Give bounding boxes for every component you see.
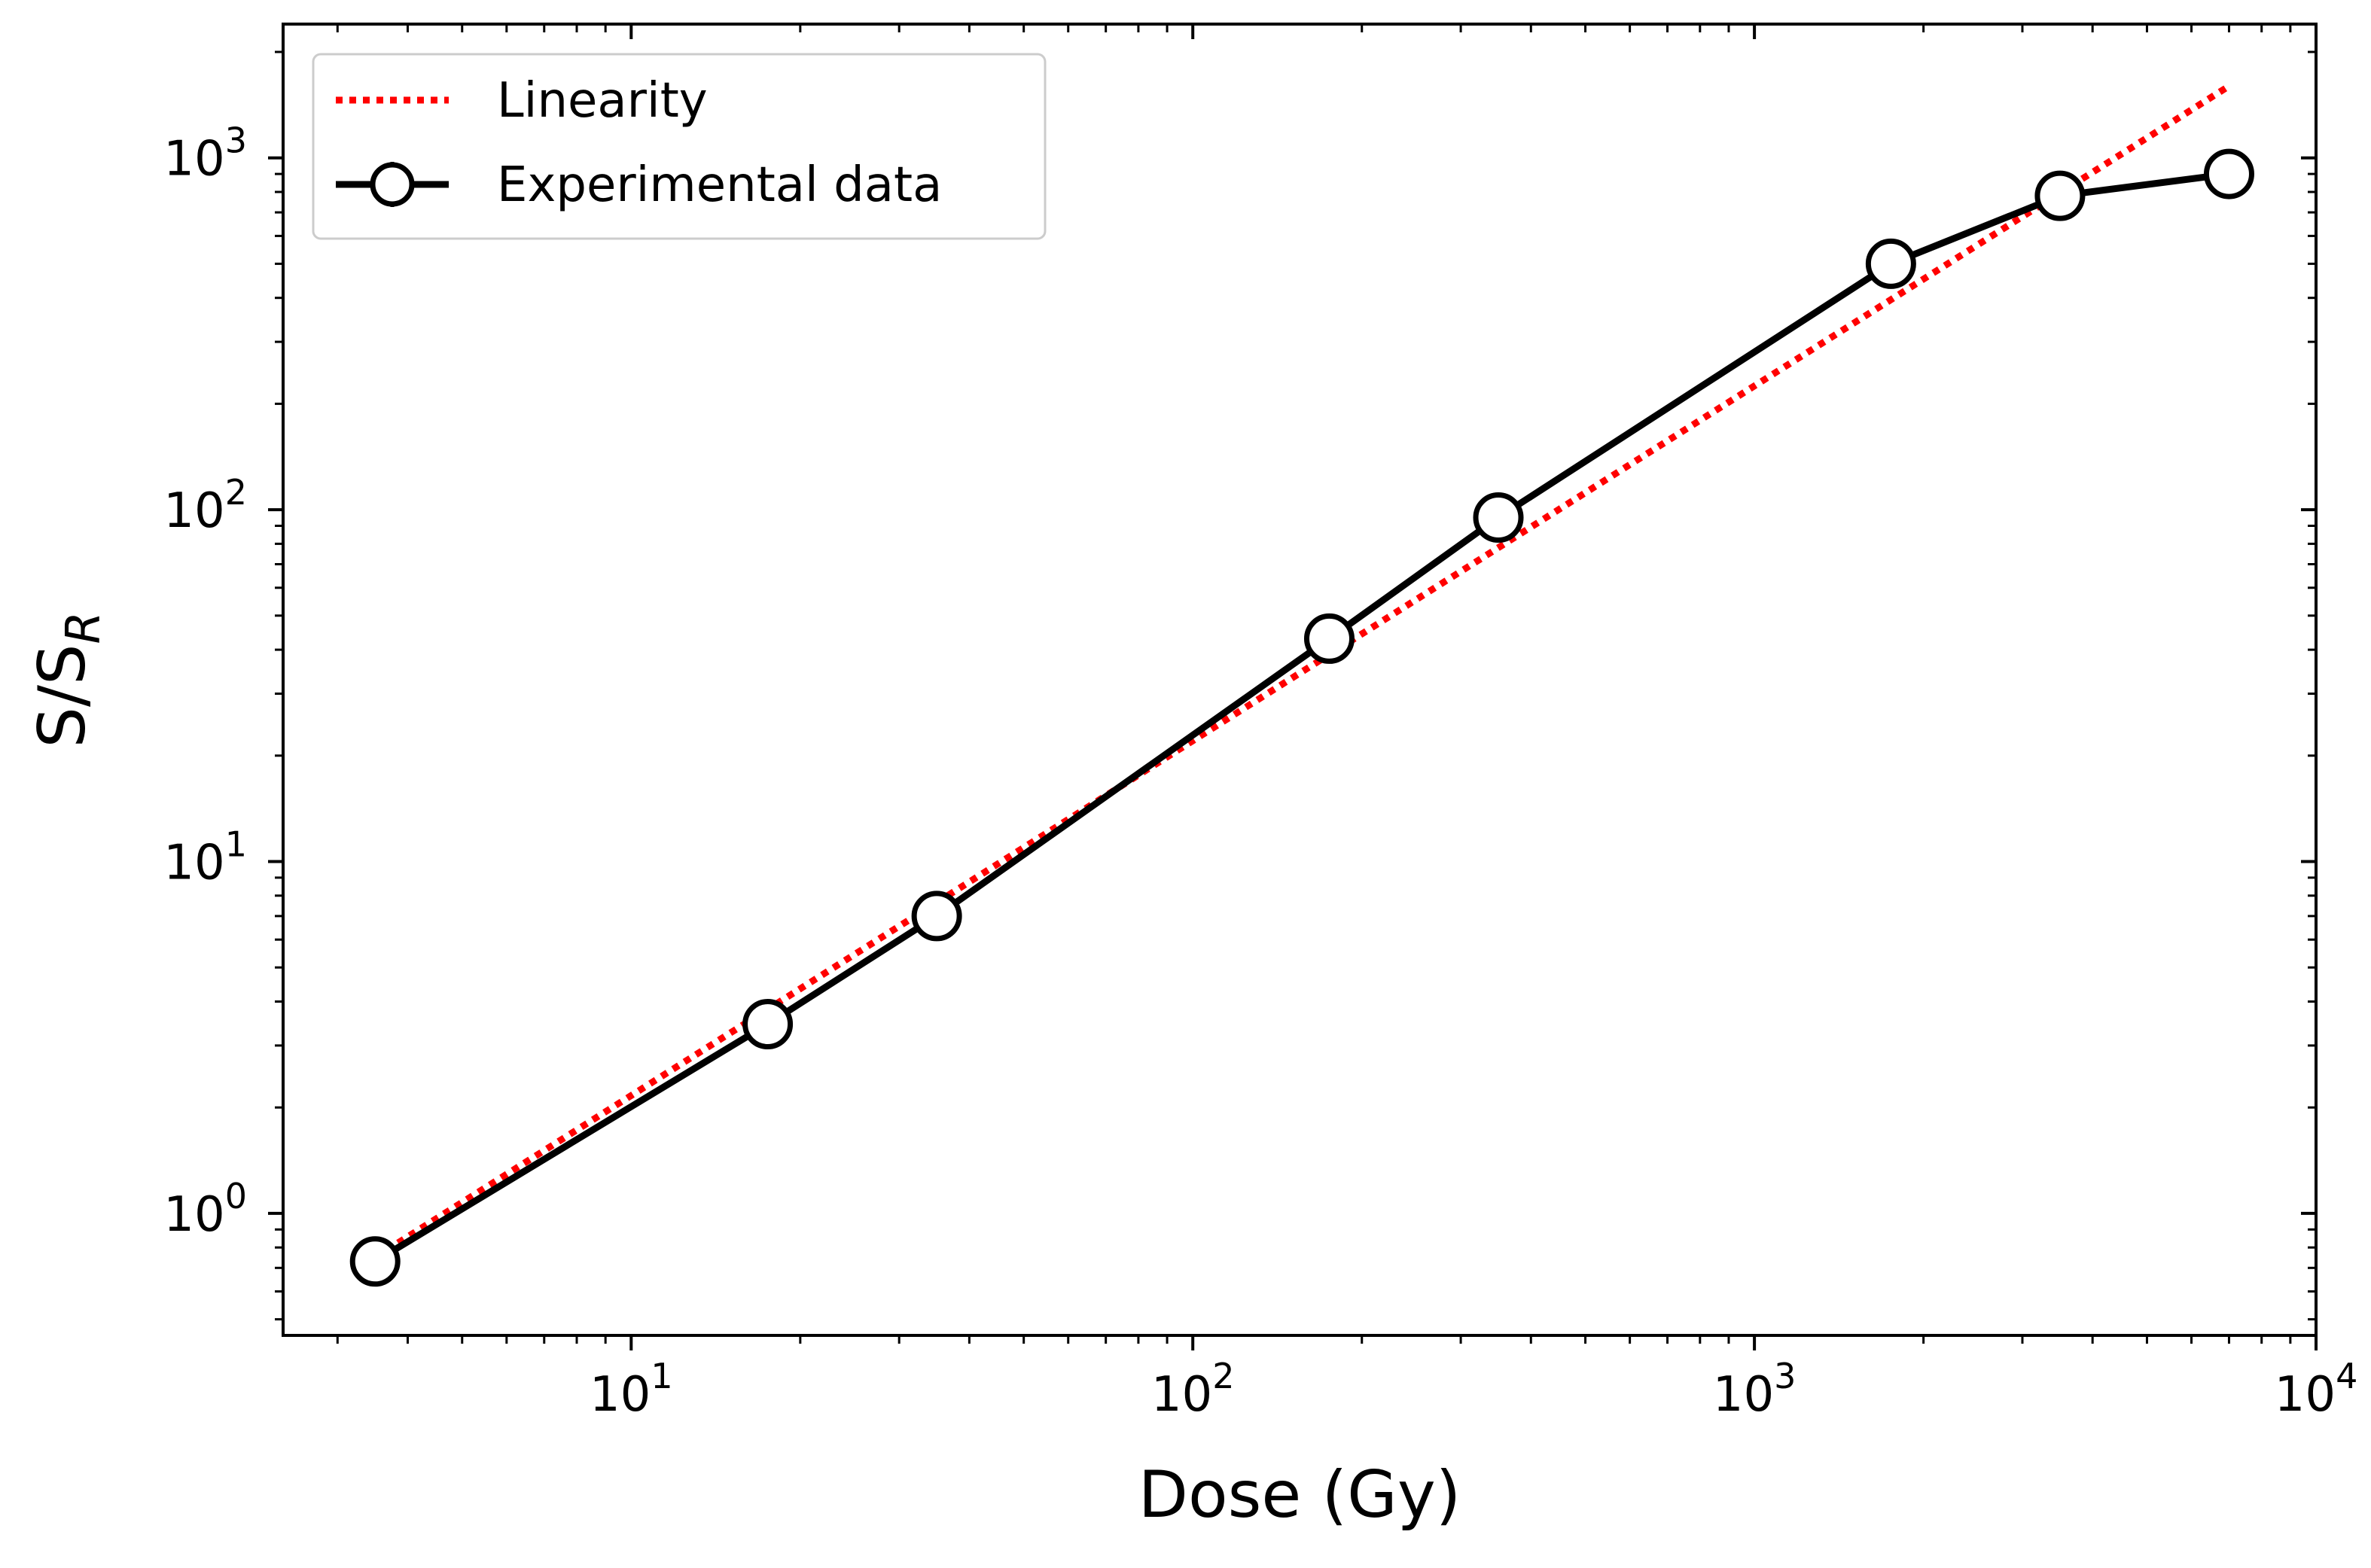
data-point-marker	[1865, 238, 1916, 289]
x-tick-label: 104	[2275, 1356, 2358, 1423]
plot-markers	[349, 148, 2254, 1287]
y-tick-label-base: 10	[163, 836, 224, 891]
y-tick-label-base: 10	[163, 1187, 224, 1243]
svg-text:S/SR: S/SR	[25, 611, 111, 747]
legend: Linearity Experimental data	[312, 53, 1047, 240]
x-tick-label: 101	[590, 1356, 673, 1423]
data-point-marker	[742, 999, 794, 1050]
legend-experimental-label: Experimental data	[497, 157, 942, 213]
x-tick-label: 102	[1151, 1356, 1235, 1423]
y-tick-label-base: 10	[163, 132, 224, 187]
legend-frame	[312, 53, 1047, 240]
x-tick-label-exponent: 1	[651, 1356, 672, 1396]
data-point-marker	[2034, 170, 2086, 221]
legend-experimental-marker	[370, 162, 415, 207]
y-axis-title-main: S/S	[25, 644, 100, 747]
x-tick-label-base: 10	[1151, 1367, 1212, 1423]
data-point-marker	[1303, 613, 1355, 664]
y-tick-label-base: 10	[163, 483, 224, 539]
data-point-marker	[1473, 492, 1524, 543]
data-point-marker	[911, 891, 962, 942]
x-tick-label-base: 10	[1713, 1367, 1774, 1423]
y-tick-label: 101	[163, 824, 247, 891]
data-point-marker	[2203, 148, 2254, 199]
y-tick-label: 102	[163, 472, 247, 539]
y-tick-label: 100	[163, 1176, 247, 1243]
legend-linearity-label: Linearity	[497, 73, 708, 129]
x-tick-label-exponent: 4	[2336, 1356, 2357, 1396]
x-tick-label: 103	[1713, 1356, 1797, 1423]
y-tick-label-exponent: 0	[225, 1176, 247, 1216]
plot-lines	[373, 83, 2231, 1265]
x-tick-label-base: 10	[2275, 1367, 2336, 1423]
plot-frame	[282, 23, 2318, 1337]
y-tick-label-exponent: 1	[225, 824, 247, 865]
x-tick-label-exponent: 3	[1774, 1356, 1796, 1396]
y-tick-label: 103	[163, 120, 247, 187]
y-tick-label-exponent: 2	[225, 472, 247, 513]
y-axis-title: S/SR	[25, 611, 111, 747]
y-tick-label-exponent: 3	[225, 120, 247, 161]
x-tick-labels: 101 102 103 104	[590, 1356, 2357, 1423]
x-axis-title: Dose (Gy)	[1138, 1457, 1461, 1533]
x-tick-label-exponent: 2	[1212, 1356, 1234, 1396]
data-point-marker	[349, 1236, 401, 1287]
x-tick-label-base: 10	[590, 1367, 651, 1423]
series-line-experimental	[373, 170, 2230, 1265]
y-axis-title-subscript: R	[56, 611, 111, 644]
